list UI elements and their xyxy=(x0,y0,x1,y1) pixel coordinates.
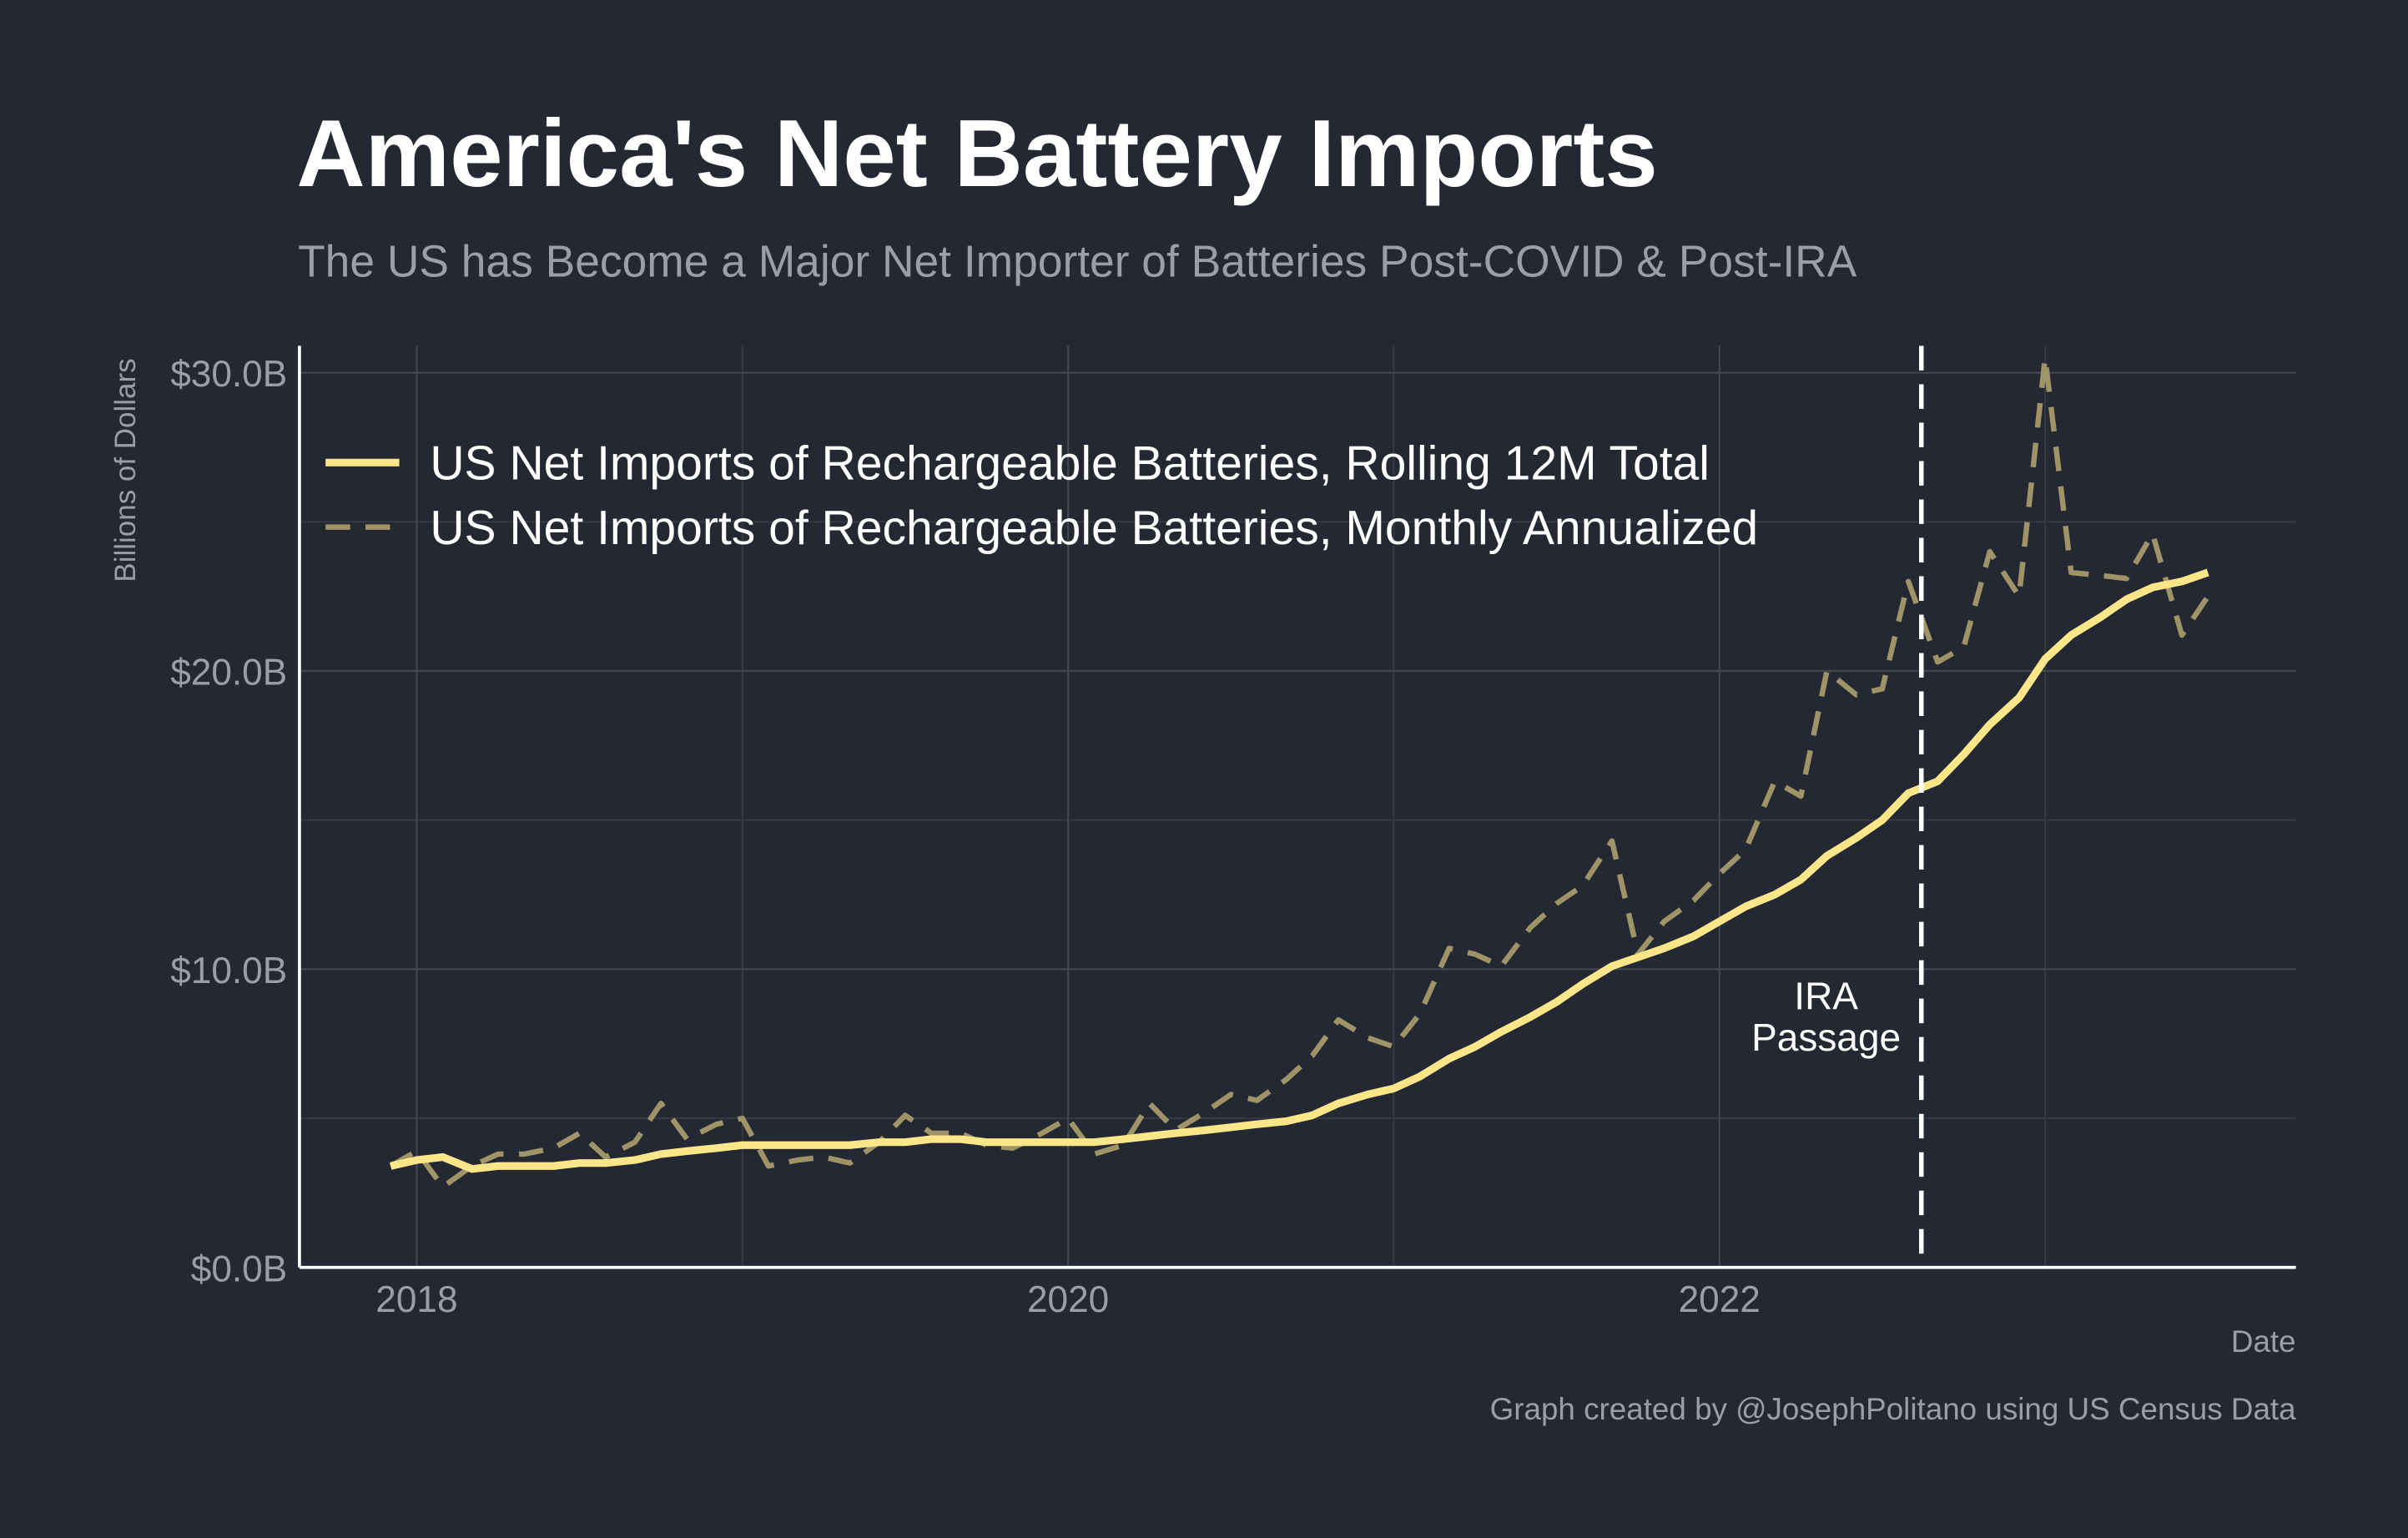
y-tick-label: $0.0B xyxy=(191,1248,287,1289)
legend-label: US Net Imports of Rechargeable Batteries… xyxy=(430,437,1710,491)
line-series xyxy=(389,355,2210,1190)
chart-subtitle: The US has Become a Major Net Importer o… xyxy=(298,238,1857,287)
y-tick-label: $20.0B xyxy=(170,653,287,693)
annotation-text: Passage xyxy=(1751,1016,1901,1059)
legend-label: US Net Imports of Rechargeable Batteries… xyxy=(430,502,1758,555)
y-tick-label: $30.0B xyxy=(170,354,287,395)
annotation-text: IRA xyxy=(1794,975,1858,1018)
y-tick-label: $10.0B xyxy=(170,951,287,991)
x-tick-label: 2018 xyxy=(375,1279,457,1320)
line-series xyxy=(390,568,2209,1173)
y-axis-label: Billions of Dollars xyxy=(109,358,142,582)
caption: Graph created by @JosephPolitano using U… xyxy=(1490,1392,2297,1426)
x-axis-label: Date xyxy=(2231,1324,2296,1359)
chart-title: America's Net Battery Imports xyxy=(296,101,1658,207)
x-tick-label: 2020 xyxy=(1027,1279,1109,1320)
x-tick-label: 2022 xyxy=(1679,1279,1761,1320)
